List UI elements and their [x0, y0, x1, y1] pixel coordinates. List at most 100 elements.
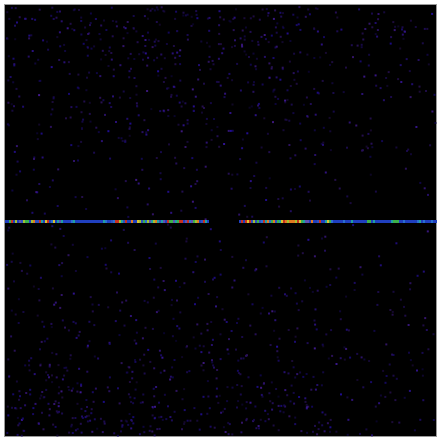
- band-segment: [423, 220, 425, 223]
- noise-dot: [35, 403, 37, 405]
- noise-dot: [226, 400, 228, 402]
- noise-dot: [62, 319, 64, 321]
- noise-dot: [240, 358, 242, 360]
- band-segment: [125, 220, 127, 223]
- noise-dot: [86, 371, 88, 373]
- noise-dot: [284, 371, 286, 373]
- noise-dot: [156, 428, 158, 430]
- noise-dot: [21, 270, 23, 272]
- noise-dot: [88, 72, 90, 74]
- noise-dot: [208, 293, 210, 295]
- noise-dot: [174, 57, 176, 59]
- noise-dot: [276, 346, 278, 348]
- noise-dot: [29, 265, 31, 267]
- band-segment: [309, 220, 311, 223]
- noise-dot: [174, 86, 176, 88]
- noise-dot: [390, 43, 392, 45]
- noise-dot: [266, 236, 268, 238]
- noise-dot: [132, 402, 134, 404]
- noise-dot: [231, 79, 233, 81]
- noise-dot: [18, 96, 20, 98]
- noise-dot: [101, 101, 103, 103]
- noise-dot: [383, 11, 385, 13]
- band-segment: [197, 220, 199, 223]
- band-segment: [429, 220, 431, 223]
- noise-dot: [361, 356, 363, 358]
- noise-dot: [299, 123, 301, 125]
- noise-dot: [294, 417, 296, 419]
- noise-dot: [72, 244, 74, 246]
- band-segment: [193, 220, 195, 223]
- noise-dot: [284, 389, 286, 391]
- noise-dot: [176, 95, 178, 97]
- noise-dot: [212, 279, 214, 281]
- band-segment: [29, 220, 31, 223]
- noise-dot: [377, 18, 379, 20]
- noise-dot: [385, 382, 387, 384]
- noise-dot: [278, 396, 280, 398]
- noise-dot: [36, 132, 38, 134]
- noise-dot: [18, 399, 20, 401]
- noise-dot: [261, 147, 263, 149]
- noise-dot: [273, 57, 275, 59]
- noise-dot: [117, 197, 119, 199]
- band-segment: [321, 220, 323, 223]
- noise-dot: [422, 324, 424, 326]
- noise-dot: [236, 322, 238, 324]
- noise-dot: [152, 213, 154, 215]
- noise-dot: [222, 411, 224, 413]
- noise-dot: [87, 345, 89, 347]
- noise-dot: [230, 130, 232, 132]
- noise-dot: [155, 386, 157, 388]
- noise-dot: [178, 124, 180, 126]
- noise-dot: [245, 419, 247, 421]
- noise-dot: [51, 7, 53, 9]
- noise-dot: [166, 43, 168, 45]
- noise-dot: [317, 92, 319, 94]
- noise-dot: [61, 294, 63, 296]
- band-segment: [47, 220, 49, 223]
- noise-dot: [155, 243, 157, 245]
- noise-dot: [391, 421, 393, 423]
- noise-dot: [409, 70, 411, 72]
- noise-dot: [253, 15, 255, 17]
- noise-dot: [283, 129, 285, 131]
- band-segment: [93, 220, 95, 223]
- noise-dot: [371, 26, 373, 28]
- band-segment: [127, 220, 129, 223]
- noise-dot: [307, 9, 309, 11]
- noise-dot: [299, 186, 301, 188]
- noise-dot: [270, 344, 272, 346]
- noise-dot: [203, 396, 205, 398]
- noise-dot: [141, 158, 143, 160]
- noise-dot: [135, 343, 137, 345]
- noise-dot: [76, 391, 78, 393]
- noise-dot: [307, 406, 309, 408]
- band-segment: [317, 220, 319, 223]
- noise-dot: [252, 91, 254, 93]
- noise-dot: [100, 58, 102, 60]
- band-segment: [425, 220, 427, 223]
- noise-dot: [288, 329, 290, 331]
- noise-dot: [135, 30, 137, 32]
- noise-dot: [126, 372, 128, 374]
- noise-dot: [131, 377, 133, 379]
- noise-dot: [136, 105, 138, 107]
- noise-dot: [191, 25, 193, 27]
- noise-dot: [216, 81, 218, 83]
- noise-dot: [130, 68, 132, 70]
- noise-dot: [65, 117, 67, 119]
- noise-dot: [35, 191, 37, 193]
- noise-dot: [312, 431, 314, 433]
- band-segment: [9, 220, 11, 223]
- noise-dot: [62, 378, 64, 380]
- band-segment: [291, 220, 293, 223]
- band-segment: [293, 220, 295, 223]
- noise-dot: [318, 428, 320, 430]
- band-segment: [323, 220, 325, 223]
- noise-dot: [154, 406, 156, 408]
- noise-dot: [299, 29, 301, 31]
- noise-dot: [431, 13, 433, 15]
- band-segment: [205, 220, 207, 223]
- band-segment: [89, 220, 91, 223]
